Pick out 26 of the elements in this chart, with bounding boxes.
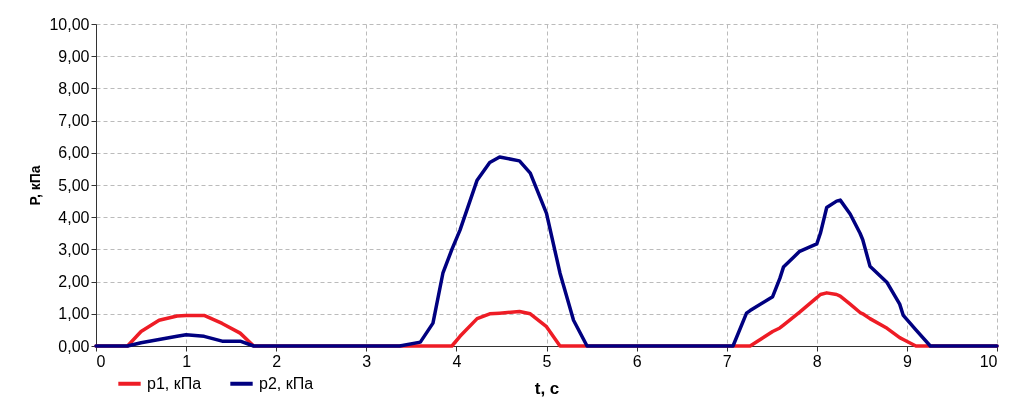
legend-label: p1, кПа <box>147 374 202 392</box>
x-tick-label: 5 <box>542 352 552 370</box>
y-tick-label: 5,00 <box>58 176 90 194</box>
legend-label: p2, кПа <box>259 374 314 392</box>
y-tick-label: 8,00 <box>58 79 90 97</box>
y-axis-title: P, кПа <box>27 165 44 206</box>
y-tick-label: 6,00 <box>58 144 90 162</box>
y-tick-label: 4,00 <box>58 208 90 226</box>
x-tick-label: 6 <box>632 352 642 370</box>
x-tick-label: 2 <box>272 352 282 370</box>
y-tick-label: 0,00 <box>58 337 90 355</box>
x-tick-label: 0 <box>96 352 106 370</box>
y-tick-label: 1,00 <box>58 305 90 323</box>
y-tick-label: 2,00 <box>58 273 90 291</box>
y-tick-label: 7,00 <box>58 112 90 130</box>
x-tick-label: 8 <box>812 352 822 370</box>
y-tick-label: 10,00 <box>49 15 90 33</box>
x-tick-label: 10 <box>979 352 998 370</box>
x-tick-label: 1 <box>182 352 192 370</box>
y-tick-label: 3,00 <box>58 240 90 258</box>
x-axis-title: t, c <box>534 378 560 398</box>
y-tick-label: 9,00 <box>58 47 90 65</box>
x-tick-label: 7 <box>722 352 732 370</box>
x-tick-label: 4 <box>452 352 462 370</box>
x-tick-label: 9 <box>902 352 912 370</box>
x-tick-label: 3 <box>362 352 372 370</box>
